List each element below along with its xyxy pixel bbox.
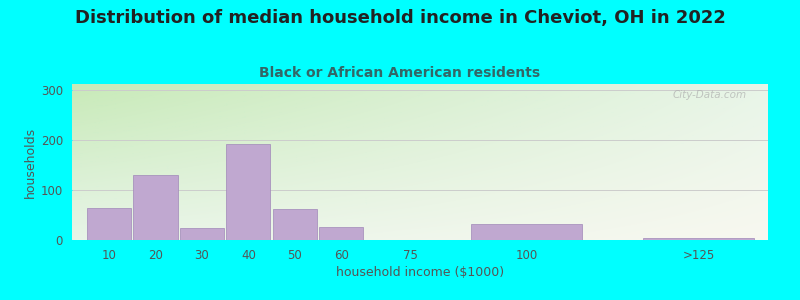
Bar: [134, 175, 178, 240]
Bar: [87, 208, 131, 240]
Bar: [319, 226, 363, 240]
Bar: [273, 208, 317, 240]
Text: Distribution of median household income in Cheviot, OH in 2022: Distribution of median household income …: [74, 9, 726, 27]
Bar: [226, 143, 270, 240]
Bar: [471, 224, 582, 240]
Bar: [642, 238, 754, 240]
Text: Black or African American residents: Black or African American residents: [259, 66, 541, 80]
X-axis label: household income ($1000): household income ($1000): [336, 266, 504, 279]
Bar: [180, 227, 224, 240]
Text: City-Data.com: City-Data.com: [673, 90, 747, 100]
Y-axis label: households: households: [23, 126, 37, 198]
